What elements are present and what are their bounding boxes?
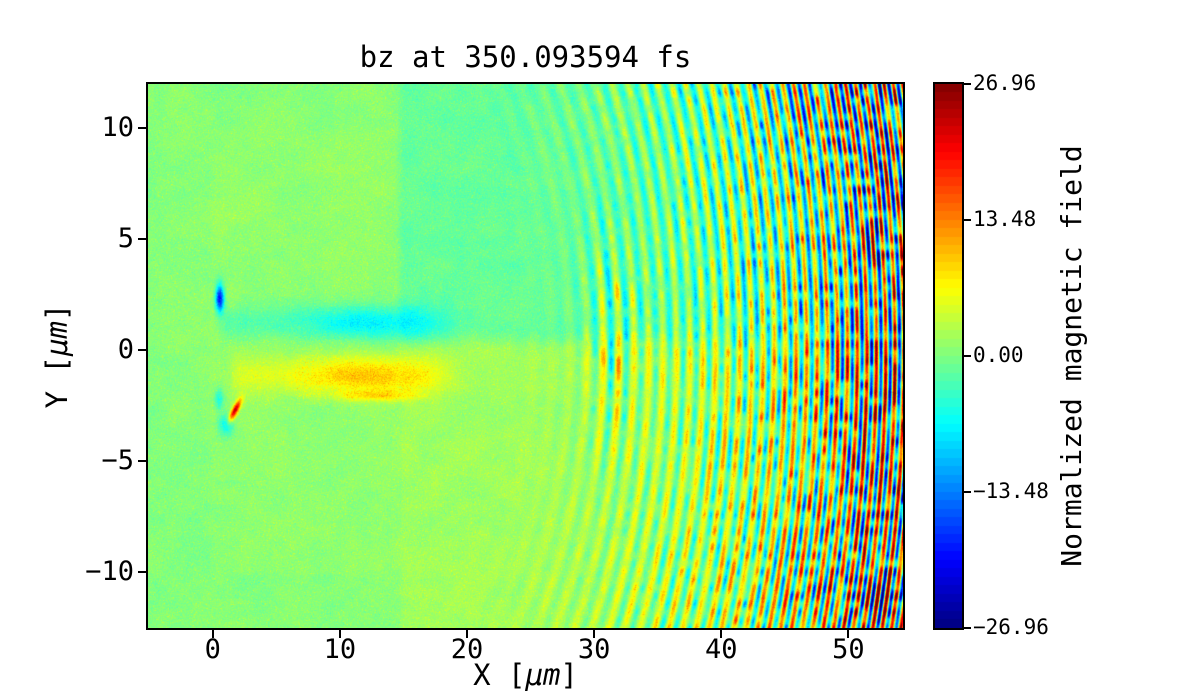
- axes-frame: [146, 82, 905, 630]
- y-tick-label: −10: [85, 556, 134, 588]
- x-tick-label: 10: [323, 634, 357, 665]
- y-tick-mark: [138, 238, 146, 241]
- y-tick-mark: [138, 460, 146, 463]
- y-tick-label: −5: [101, 445, 134, 477]
- y-tick-label: 10: [101, 112, 134, 144]
- colorbar-tick-label: −26.96: [973, 615, 1049, 639]
- y-axis-label-unit: μm: [40, 321, 74, 356]
- x-axis-label-suffix: ]: [560, 658, 578, 692]
- colorbar-tick-label: 26.96: [973, 71, 1037, 95]
- x-tick-label: 40: [704, 634, 738, 665]
- y-tick-mark: [138, 127, 146, 130]
- colorbar-tick-label: 0.00: [973, 343, 1024, 367]
- y-tick-label: 5: [117, 223, 134, 255]
- x-tick-label: 30: [577, 634, 611, 665]
- x-tick-label: 20: [450, 634, 484, 665]
- heatmap-canvas: [148, 84, 903, 628]
- y-tick-mark: [138, 349, 146, 352]
- x-axis-label-prefix: X [: [473, 658, 526, 692]
- x-tick-mark: [338, 630, 341, 638]
- colorbar-tick-mark: [964, 83, 971, 85]
- x-tick-mark: [211, 630, 214, 638]
- plot-title: bz at 350.093594 fs: [359, 40, 692, 74]
- colorbar-tick-mark: [964, 219, 971, 221]
- x-tick-mark: [847, 630, 850, 638]
- colorbar-tick-mark: [964, 491, 971, 493]
- colorbar-canvas: [935, 84, 962, 628]
- colorbar-label: Normalized magnetic field: [1055, 145, 1088, 567]
- x-tick-mark: [593, 630, 596, 638]
- y-tick-mark: [138, 571, 146, 574]
- x-tick-label: 50: [832, 634, 865, 665]
- colorbar-tick-label: −13.48: [973, 479, 1049, 503]
- colorbar-tick-mark: [964, 627, 971, 629]
- y-axis-label-suffix: ]: [40, 303, 74, 322]
- x-tick-label: 0: [204, 634, 221, 665]
- y-axis-label-prefix: Y [: [40, 356, 74, 409]
- y-tick-label: 0: [117, 334, 134, 366]
- y-axis-label: Y [μm]: [40, 156, 74, 556]
- colorbar-frame: [933, 82, 964, 630]
- x-axis-label: X [μm]: [148, 658, 903, 692]
- colorbar-tick-mark: [964, 355, 971, 357]
- x-tick-mark: [466, 630, 469, 638]
- colorbar-tick-label: 13.48: [973, 207, 1037, 231]
- x-tick-mark: [720, 630, 723, 638]
- x-axis-label-unit: μm: [525, 658, 561, 692]
